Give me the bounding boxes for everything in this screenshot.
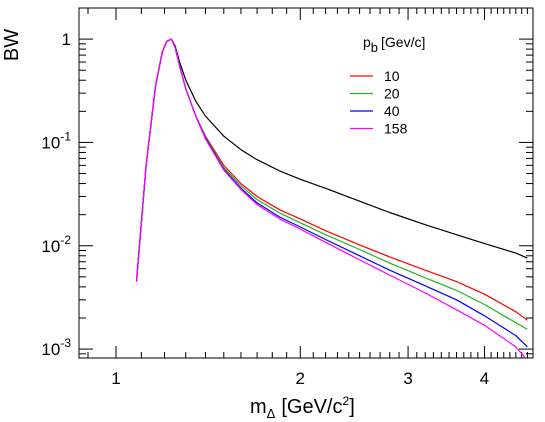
legend-label: 10 [384, 68, 400, 84]
y-tick-label: 10-2 [41, 233, 71, 256]
series-layer [135, 38, 528, 358]
y-tick-base: 10 [41, 133, 60, 152]
legend-label: 20 [384, 86, 400, 102]
y-tick-label: 10-3 [41, 336, 71, 359]
x-axis-title: mΔ [GeV/c2] [250, 394, 355, 421]
x-tick-label: 2 [296, 369, 305, 388]
y-axis-title: BW [1, 29, 23, 61]
y-tick-label: 1 [62, 30, 71, 49]
plot-frame [78, 7, 534, 359]
x-tick-label: 3 [403, 369, 412, 388]
legend-label: 158 [384, 121, 408, 137]
y-tick-base: 10 [41, 340, 60, 359]
legend-label: 40 [384, 103, 400, 119]
x-tick-label: 1 [111, 369, 120, 388]
legend-title: pb [Gev/c] [363, 34, 425, 55]
y-tick-label: 10-1 [41, 129, 71, 152]
x-tick-label: 4 [480, 369, 489, 388]
y-tick-exponent: -3 [60, 336, 71, 350]
series-line-4 [135, 38, 527, 358]
y-tick-exponent: -2 [60, 233, 71, 247]
y-tick-base: 1 [62, 30, 71, 49]
y-tick-base: 10 [41, 237, 60, 256]
y-tick-exponent: -1 [60, 129, 71, 143]
